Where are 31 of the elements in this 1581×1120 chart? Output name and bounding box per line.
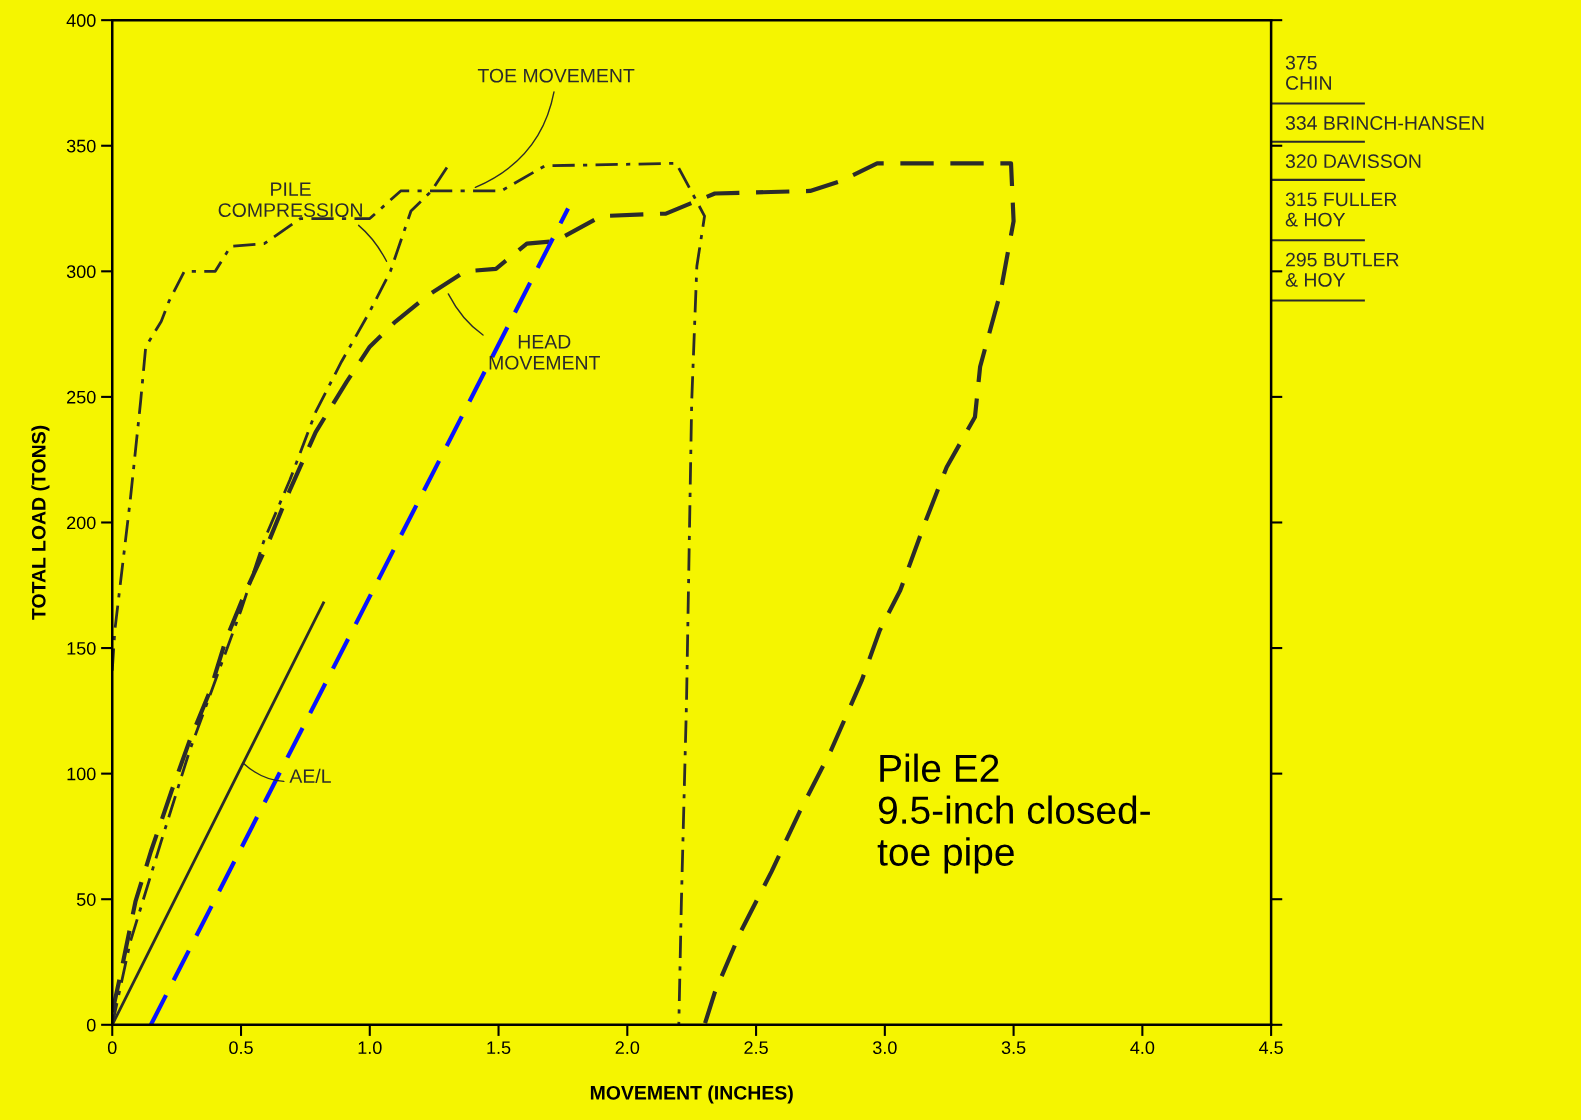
annotation: AE/L: [289, 768, 331, 783]
y-tick-label: 350: [66, 139, 96, 153]
x-tick-label: 2.5: [744, 1041, 768, 1055]
text: 295 BUTLER & HOY: [1285, 252, 1399, 287]
x-tick-label: 1.0: [358, 1041, 382, 1055]
x-tick-label: 3.5: [1001, 1041, 1026, 1055]
y-tick-label: 50: [76, 893, 96, 906]
y-tick-label: 100: [67, 767, 96, 781]
x-tick-label: 2.0: [615, 1041, 640, 1055]
y-axis-title: TOTAL LOAD (TONS): [31, 425, 50, 620]
x-tick-label: 1.5: [487, 1041, 511, 1055]
x-axis-title: MOVEMENT (INCHES): [590, 1085, 793, 1104]
annotation: PILE COMPRESSION: [218, 182, 362, 217]
text: 375 CHIN: [1285, 55, 1331, 90]
text: 320 DAVISSON: [1285, 154, 1421, 169]
annotation: HEAD MOVEMENT: [489, 335, 600, 370]
x-tick-label: 0.5: [229, 1041, 253, 1055]
text: 334 BRINCH-HANSEN: [1285, 116, 1484, 130]
x-tick-label: 0: [107, 1041, 117, 1055]
y-tick-label: 200: [67, 516, 96, 530]
y-tick-label: 400: [66, 14, 96, 27]
y-tick-label: 0: [86, 1018, 96, 1032]
annotation: TOE MOVEMENT: [477, 68, 635, 83]
x-tick-label: 3.0: [872, 1041, 897, 1055]
text: 315 FULLER & HOY: [1285, 192, 1397, 227]
y-tick-label: 150: [67, 641, 96, 655]
y-tick-label: 300: [66, 265, 96, 279]
x-tick-label: 4.0: [1130, 1041, 1155, 1055]
x-tick-label: 4.5: [1258, 1041, 1283, 1055]
annotation: Pile E2 9.5-inch closed- toe pipe: [877, 753, 1150, 874]
y-tick-label: 250: [67, 390, 96, 404]
